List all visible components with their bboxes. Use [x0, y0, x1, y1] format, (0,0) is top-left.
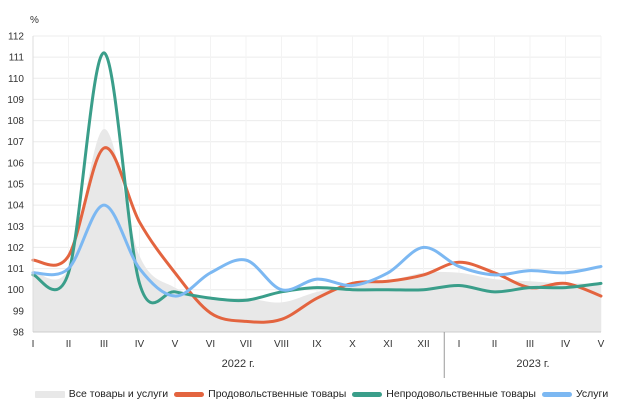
x-tick-label: VIII	[274, 339, 289, 350]
x-tick-label: I	[458, 339, 461, 350]
legend-label: Продовольственные товары	[208, 388, 347, 400]
y-tick-label: 107	[7, 137, 24, 148]
legend-swatch	[352, 391, 383, 397]
series-line-2	[31, 51, 603, 305]
y-tick-label: 109	[7, 95, 24, 106]
y-unit-label: %	[30, 15, 39, 26]
x-tick-label: II	[492, 339, 498, 350]
y-tick-label: 101	[7, 264, 24, 275]
x-tick-label: II	[66, 339, 72, 350]
legend-label: Услуги	[575, 388, 609, 400]
x-tick-label: XI	[383, 339, 392, 350]
legend-swatch	[541, 391, 572, 397]
x-tick-label: X	[349, 339, 356, 350]
x-tick-label: XII	[417, 339, 429, 350]
series-area-all-goods	[33, 128, 601, 332]
x-tick-label: IV	[135, 339, 145, 350]
line-series-group	[31, 51, 603, 324]
y-tick-label: 108	[7, 116, 24, 127]
series-line-3	[31, 203, 603, 298]
axes-group: 98 99 100 101 102 103 104 105 106 107 108 109 110 111…	[7, 32, 605, 378]
x-tick-label: IX	[312, 339, 322, 350]
year-label: 2023 г.	[516, 358, 549, 370]
legend-label: Непродовольственные товары	[386, 388, 536, 400]
area-series-group	[33, 128, 601, 332]
x-tick-label: I	[32, 339, 35, 350]
year-label: 2022 г.	[222, 358, 255, 370]
x-tick-label: VII	[240, 339, 252, 350]
line-chart: 98 99 100 101 102 103 104 105 106 107 108 109 110 111…	[7, 15, 605, 378]
legend-label: Все товары и услуги	[68, 388, 169, 400]
x-tick-label: V	[598, 339, 605, 350]
y-tick-label: 103	[7, 222, 24, 233]
x-tick-label: III	[100, 339, 108, 350]
y-tick-label: 99	[13, 306, 25, 317]
y-tick-label: 100	[7, 285, 24, 296]
y-tick-label: 110	[8, 74, 24, 85]
legend-swatch	[174, 391, 205, 397]
x-tick-label: III	[526, 339, 534, 350]
legend-item: Продовольственные товары	[174, 388, 346, 400]
chart-legend: Все товары и услуги Продовольственные тов…	[0, 388, 643, 400]
y-tick-label: 104	[7, 201, 24, 212]
y-tick-label: 98	[13, 328, 25, 339]
legend-item: Все товары и услуги	[34, 388, 169, 400]
y-tick-label: 112	[8, 32, 24, 43]
y-tick-label: 111	[9, 53, 25, 64]
x-tick-label: V	[172, 339, 179, 350]
x-tick-label: IV	[561, 339, 571, 350]
legend-item: Непродовольственные товары	[352, 388, 536, 400]
x-tick-label: VI	[206, 339, 215, 350]
y-tick-label: 102	[7, 243, 24, 254]
legend-swatch	[34, 390, 65, 398]
y-tick-label: 106	[7, 158, 24, 169]
legend-item: Услуги	[541, 388, 609, 400]
y-tick-label: 105	[7, 180, 24, 191]
